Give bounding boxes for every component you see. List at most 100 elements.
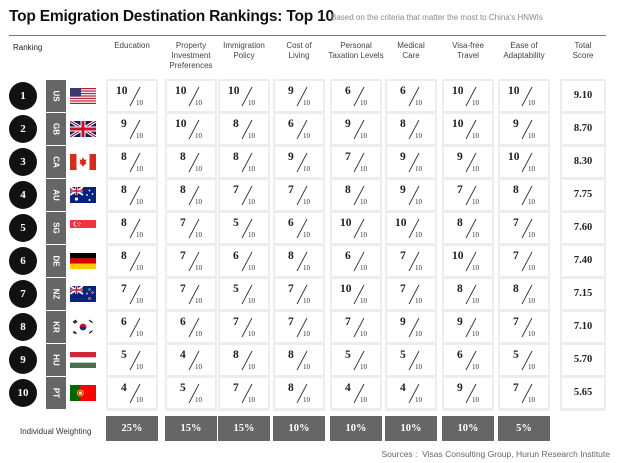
column-header: Education	[103, 41, 161, 51]
score-slash	[296, 383, 308, 404]
score-cell	[220, 81, 268, 111]
score-value: 8 10	[230, 347, 260, 373]
score-slash-line	[129, 86, 141, 107]
score-value: 8 10	[285, 380, 315, 406]
score-denominator: 10	[528, 363, 535, 371]
score-denominator: 10	[360, 396, 367, 404]
score-slash	[188, 383, 200, 404]
score-number: 10	[340, 217, 352, 229]
score-value: 7 10	[177, 248, 207, 274]
score-slash	[241, 350, 253, 371]
rank-badge: 3	[9, 148, 37, 176]
score-slash	[129, 284, 141, 305]
rank-badge: 5	[9, 214, 37, 242]
score-value: 7 10	[510, 380, 540, 406]
score-cell	[500, 279, 548, 309]
score-denominator: 10	[248, 132, 255, 140]
sg-flag	[70, 220, 96, 236]
score-cell	[444, 312, 492, 342]
score-number: 9	[400, 151, 406, 163]
score-cell	[332, 114, 380, 144]
score-denominator: 10	[195, 330, 202, 338]
score-slash-line	[188, 86, 200, 107]
score-cell	[444, 180, 492, 210]
score-value: 9 10	[285, 83, 315, 109]
score-number: 9	[288, 85, 294, 97]
score-value: 7 10	[285, 182, 315, 208]
score-number: 9	[288, 151, 294, 163]
score-slash-line	[241, 317, 253, 338]
score-denominator: 10	[248, 363, 255, 371]
score-slash-line	[408, 350, 420, 371]
score-slash	[129, 383, 141, 404]
table-row: 1 US 10 10 10 10 10 10 9 10 6 10 6 10 10 10 10 10 9.10	[0, 80, 619, 113]
score-cell	[275, 147, 323, 177]
column-header-line: Cost of	[286, 41, 312, 50]
score-value: 8 10	[118, 182, 148, 208]
score-slash-line	[465, 251, 477, 272]
table-row: 7 NZ 7 10 7 10 5 10 7 10 10 10 7 10 8 10 8 10 7.15	[0, 278, 619, 311]
score-value: 6 10	[342, 83, 372, 109]
column-header: Cost of Living	[270, 41, 328, 61]
score-slash-line	[408, 119, 420, 140]
score-denominator: 10	[528, 165, 535, 173]
column-header-line: Policy	[233, 51, 255, 60]
score-slash-line	[241, 86, 253, 107]
score-value: 5 10	[118, 347, 148, 373]
score-cell	[500, 246, 548, 276]
score-cell	[500, 345, 548, 375]
score-number: 7	[400, 250, 406, 262]
score-value: 6 10	[177, 314, 207, 340]
score-denominator: 10	[136, 132, 143, 140]
score-slash-line	[296, 86, 308, 107]
score-cell	[387, 378, 435, 408]
chart-subtitle: Based on the criteria that matter the mo…	[331, 13, 543, 22]
score-number: 6	[345, 85, 351, 97]
score-number: 6	[400, 85, 406, 97]
score-value: 7 10	[397, 281, 427, 307]
score-value: 7 10	[510, 314, 540, 340]
score-number: 5	[233, 283, 239, 295]
score-slash	[241, 317, 253, 338]
score-cell	[167, 345, 215, 375]
score-slash	[521, 218, 533, 239]
column-header-line: Travel	[457, 51, 479, 60]
score-denominator: 10	[195, 132, 202, 140]
score-denominator: 10	[360, 297, 367, 305]
score-value: 7 10	[342, 149, 372, 175]
score-slash-line	[353, 218, 365, 239]
score-slash-line	[353, 317, 365, 338]
score-value: 8 10	[397, 116, 427, 142]
score-denominator: 10	[248, 231, 255, 239]
score-cell	[387, 279, 435, 309]
score-slash-line	[353, 350, 365, 371]
score-slash-line	[353, 284, 365, 305]
score-slash-line	[353, 185, 365, 206]
score-slash	[129, 350, 141, 371]
score-slash	[129, 251, 141, 272]
country-code: SG	[46, 212, 66, 244]
score-number: 9	[400, 184, 406, 196]
score-slash	[408, 350, 420, 371]
score-value: 10 10	[508, 83, 540, 109]
table-row: 3 CA 8 10 8 10 8 10 9 10 7 10 9 10 9 10 10 10 8.30	[0, 146, 619, 179]
score-value: 5 10	[510, 347, 540, 373]
score-slash-line	[353, 383, 365, 404]
score-denominator: 10	[472, 99, 479, 107]
country-code: US	[46, 80, 66, 112]
score-slash-line	[521, 119, 533, 140]
score-number: 8	[345, 184, 351, 196]
score-cell	[167, 81, 215, 111]
score-slash-line	[465, 350, 477, 371]
score-slash	[408, 152, 420, 173]
score-denominator: 10	[136, 99, 143, 107]
score-cell	[167, 378, 215, 408]
score-cell	[444, 378, 492, 408]
score-slash	[465, 317, 477, 338]
score-slash-line	[296, 119, 308, 140]
total-cell	[562, 312, 604, 342]
score-slash-line	[408, 251, 420, 272]
score-number: 7	[513, 250, 519, 262]
score-slash	[129, 119, 141, 140]
score-slash	[521, 251, 533, 272]
